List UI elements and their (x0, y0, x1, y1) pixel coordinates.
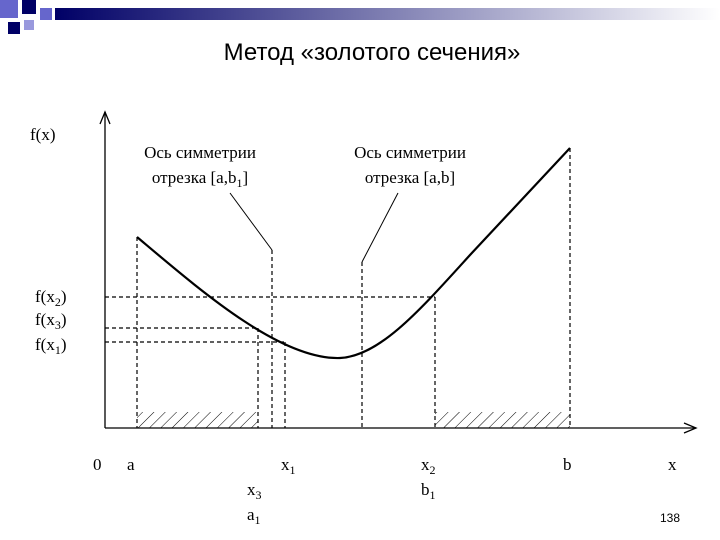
label-sub: 1 (290, 463, 296, 477)
annotation-tail: ] (242, 168, 248, 187)
label-base: x (421, 455, 430, 474)
label: a (127, 455, 135, 474)
label-sub: 3 (55, 318, 61, 332)
diagram (99, 110, 698, 434)
label-sub: 1 (55, 343, 61, 357)
label-base: f(x (35, 310, 55, 329)
label-base: x (668, 455, 677, 474)
title: Метод «золотого сечения» (224, 39, 521, 66)
label: x2 (421, 455, 436, 477)
annotation-base: отрезка [a,b] (365, 168, 455, 187)
label-base: b (563, 455, 572, 474)
label-base: f(x (35, 287, 55, 306)
label: f(x) (30, 125, 55, 144)
page-number: 138 (660, 511, 680, 525)
label-sub: 2 (430, 463, 436, 477)
label-base: f(x) (30, 125, 55, 144)
label-base: a (127, 455, 135, 474)
label-base: x (281, 455, 290, 474)
annotation: Ось симметрии (354, 143, 466, 162)
annotation: отрезка [a,b] (365, 168, 455, 187)
label-sub: 2 (55, 295, 61, 309)
label: a1 (247, 505, 261, 527)
label-base: a (247, 505, 255, 524)
label-sub: 3 (256, 488, 262, 502)
label-base: 0 (93, 455, 102, 474)
decoration (0, 0, 720, 34)
label-base: b (421, 480, 430, 499)
label: x3 (247, 480, 262, 502)
label: x1 (281, 455, 296, 477)
label: x (668, 455, 677, 474)
label-sub: 1 (255, 513, 261, 527)
label-base: f(x (35, 335, 55, 354)
label: f(x2) (35, 287, 67, 309)
label: f(x3) (35, 310, 67, 332)
annotation-sub: 1 (236, 176, 242, 190)
label: 0 (93, 455, 102, 474)
annotation-base: отрезка [a,b (152, 168, 237, 187)
label: b (563, 455, 572, 474)
label-tail: ) (61, 287, 67, 306)
label-tail: ) (61, 335, 67, 354)
label: b1 (421, 480, 436, 502)
label-sub: 1 (430, 488, 436, 502)
label: f(x1) (35, 335, 67, 357)
label-tail: ) (61, 310, 67, 329)
annotation: отрезка [a,b1] (152, 168, 248, 190)
annotation: Ось симметрии (144, 143, 256, 162)
label-base: x (247, 480, 256, 499)
